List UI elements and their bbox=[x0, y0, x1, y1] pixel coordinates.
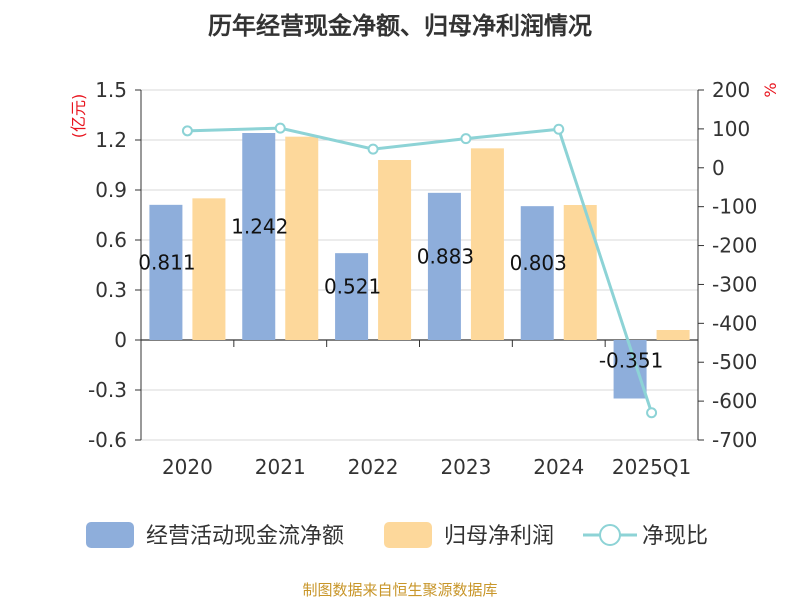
left-tick-label: 1.5 bbox=[95, 78, 127, 102]
left-tick-label: 0 bbox=[114, 328, 127, 352]
right-tick-label: -500 bbox=[712, 350, 757, 374]
left-tick-label: 0.6 bbox=[95, 228, 127, 252]
net-profit-bar bbox=[285, 136, 319, 340]
left-tick-label: -0.6 bbox=[88, 428, 127, 452]
data-labels: 0.811 1.242 0.521 0.883 0.803 -0.351 bbox=[138, 215, 663, 373]
legend-ratio[interactable]: 净现比 bbox=[583, 524, 708, 549]
axes: 1.5 1.2 0.9 0.6 0.3 0 -0.3 -0.6 200 100 0 -100 -200 -… bbox=[69, 78, 780, 479]
legend-swatch bbox=[384, 522, 432, 548]
left-axis-unit: (亿元) bbox=[69, 94, 88, 139]
ratio-line bbox=[181, 122, 658, 419]
ratio-point bbox=[460, 133, 472, 145]
legend-cashflow[interactable]: 经营活动现金流净额 bbox=[86, 522, 344, 549]
cashflow-bar bbox=[242, 133, 276, 340]
legend-swatch bbox=[86, 522, 134, 548]
category-label: 2021 bbox=[255, 455, 306, 479]
grid-lines bbox=[141, 89, 698, 441]
cashflow-value-label: 0.883 bbox=[417, 244, 474, 268]
category-label: 2025Q1 bbox=[612, 455, 691, 479]
source-note: 制图数据来自恒生聚源数据库 bbox=[302, 581, 497, 599]
category-label: 2022 bbox=[348, 455, 399, 479]
legend-marker bbox=[599, 524, 621, 546]
bars bbox=[149, 133, 690, 399]
ratio-point bbox=[181, 125, 193, 137]
cashflow-bar bbox=[427, 192, 461, 340]
right-tick-label: -400 bbox=[712, 311, 757, 335]
cashflow-value-label: 0.803 bbox=[510, 251, 567, 275]
ratio-line-path bbox=[187, 126, 654, 414]
right-tick-label: 0 bbox=[712, 156, 725, 180]
right-axis-unit: % bbox=[761, 82, 780, 97]
right-tick-label: 100 bbox=[712, 117, 750, 141]
cashflow-bar bbox=[149, 204, 183, 340]
net-profit-bar bbox=[470, 148, 504, 340]
cashflow-bar bbox=[520, 206, 554, 340]
cashflow-value-label: 1.242 bbox=[231, 215, 288, 239]
left-tick-label: 1.2 bbox=[95, 128, 127, 152]
net-profit-bar bbox=[192, 198, 226, 340]
left-tick-label: 0.3 bbox=[95, 278, 127, 302]
cashflow-value-label: 0.811 bbox=[138, 250, 195, 274]
cashflow-value-label: 0.521 bbox=[324, 275, 381, 299]
category-label: 2023 bbox=[440, 455, 491, 479]
legend-label: 净现比 bbox=[642, 524, 708, 549]
right-tick-label: -100 bbox=[712, 195, 757, 219]
chart-title: 历年经营现金净额、归母净利润情况 bbox=[208, 12, 592, 40]
left-tick-label: -0.3 bbox=[88, 378, 127, 402]
left-tick-label: 0.9 bbox=[95, 178, 127, 202]
legend-label: 归母净利润 bbox=[444, 524, 554, 549]
ratio-point bbox=[367, 143, 379, 155]
net-profit-bar bbox=[378, 160, 412, 340]
right-tick-label: -300 bbox=[712, 272, 757, 296]
cashflow-bar bbox=[335, 253, 369, 340]
right-tick-label: -600 bbox=[712, 389, 757, 413]
legend-net-profit[interactable]: 归母净利润 bbox=[384, 522, 554, 549]
legend[interactable]: 经营活动现金流净额 归母净利润 净现比 bbox=[86, 522, 708, 549]
right-tick-label: -700 bbox=[712, 428, 757, 452]
category-label: 2024 bbox=[533, 455, 584, 479]
category-label: 2020 bbox=[162, 455, 213, 479]
ratio-point bbox=[553, 123, 565, 135]
net-profit-bar bbox=[563, 205, 597, 340]
ratio-point bbox=[646, 407, 658, 419]
right-tick-label: -200 bbox=[712, 234, 757, 258]
net-profit-bar bbox=[656, 330, 690, 340]
cashflow-value-label: -0.351 bbox=[599, 348, 663, 372]
right-tick-label: 200 bbox=[712, 78, 750, 102]
ratio-point bbox=[274, 122, 286, 134]
legend-label: 经营活动现金流净额 bbox=[146, 524, 344, 549]
